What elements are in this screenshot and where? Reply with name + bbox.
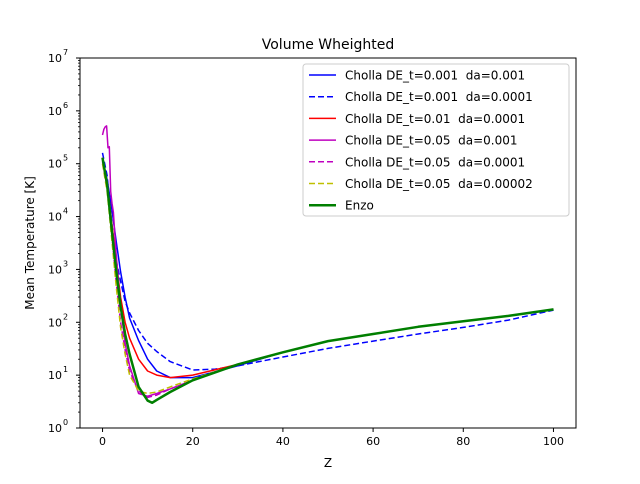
legend-label-1: Cholla DE_t=0.001 da=0.001: [345, 69, 525, 83]
y-tick-exponent: 6: [63, 101, 68, 110]
legend-label-2: Cholla DE_t=0.001 da=0.0001: [345, 90, 533, 104]
legend-label-4: Cholla DE_t=0.05 da=0.001: [345, 134, 517, 148]
series-line-7: [101, 157, 554, 405]
series-layer: [101, 125, 554, 405]
x-tick-label: 0: [99, 435, 106, 448]
y-tick-label: 10: [48, 422, 62, 435]
series-line-2: [101, 152, 554, 371]
legend-label-5: Cholla DE_t=0.05 da=0.0001: [345, 155, 525, 169]
y-tick-label: 10: [48, 211, 62, 224]
y-tick-exponent: 4: [63, 207, 68, 216]
y-tick-label: 10: [48, 263, 62, 276]
x-tick-label: 20: [186, 435, 200, 448]
x-tick-label: 60: [366, 435, 380, 448]
y-axis-label: Mean Temperature [K]: [23, 176, 37, 310]
x-tick-label: 100: [543, 435, 564, 448]
y-tick-label: 10: [48, 52, 62, 65]
legend-box: [302, 63, 570, 217]
y-tick-label: 10: [48, 316, 62, 329]
series-line-6: [101, 163, 554, 395]
y-tick-exponent: 7: [63, 48, 68, 57]
y-tick-label: 10: [48, 369, 62, 382]
legend-label-3: Cholla DE_t=0.01 da=0.0001: [345, 112, 525, 126]
x-axis: 0 20 40 60 80 100: [99, 428, 564, 448]
x-axis-label: Z: [324, 456, 332, 470]
y-tick-label: 10: [48, 158, 62, 171]
y-tick-exponent: 1: [63, 365, 68, 374]
plot-frame: [79, 57, 577, 429]
x-tick-label: 80: [456, 435, 470, 448]
legend-label-7: Enzo: [345, 199, 374, 213]
legend: Cholla DE_t=0.001 da=0.001 Cholla DE_t=0.…: [302, 63, 570, 217]
y-tick-exponent: 5: [63, 154, 68, 163]
legend-label-6: Cholla DE_t=0.05 da=0.00002: [345, 177, 533, 191]
x-tick-label: 40: [276, 435, 290, 448]
y-tick-exponent: 0: [63, 418, 68, 427]
chart-title: Volume Wheighted: [262, 37, 395, 53]
y-tick-exponent: 2: [63, 312, 68, 321]
y-tick-label: 10: [48, 105, 62, 118]
y-tick-exponent: 3: [63, 259, 68, 268]
